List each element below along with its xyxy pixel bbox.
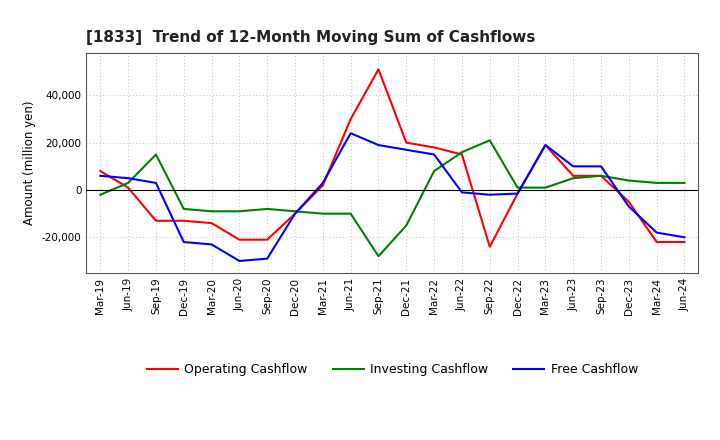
Free Cashflow: [680, 235, 689, 240]
Investing Cashflow: [263, 206, 271, 212]
Operating Cashflow: [263, 237, 271, 242]
Investing Cashflow: [680, 180, 689, 186]
Legend: Operating Cashflow, Investing Cashflow, Free Cashflow: Operating Cashflow, Investing Cashflow, …: [142, 358, 643, 381]
Investing Cashflow: [291, 209, 300, 214]
Operating Cashflow: [235, 237, 243, 242]
Investing Cashflow: [597, 173, 606, 179]
Line: Free Cashflow: Free Cashflow: [100, 133, 685, 261]
Free Cashflow: [346, 131, 355, 136]
Free Cashflow: [96, 173, 104, 179]
Free Cashflow: [458, 190, 467, 195]
Operating Cashflow: [513, 191, 522, 196]
Operating Cashflow: [624, 199, 633, 205]
Operating Cashflow: [680, 239, 689, 245]
Investing Cashflow: [485, 138, 494, 143]
Operating Cashflow: [291, 211, 300, 216]
Operating Cashflow: [346, 117, 355, 122]
Investing Cashflow: [402, 223, 410, 228]
Free Cashflow: [541, 143, 550, 148]
Free Cashflow: [291, 211, 300, 216]
Free Cashflow: [235, 258, 243, 264]
Operating Cashflow: [541, 143, 550, 148]
Operating Cashflow: [430, 145, 438, 150]
Investing Cashflow: [207, 209, 216, 214]
Operating Cashflow: [652, 239, 661, 245]
Investing Cashflow: [541, 185, 550, 190]
Investing Cashflow: [179, 206, 188, 212]
Free Cashflow: [179, 239, 188, 245]
Free Cashflow: [513, 191, 522, 196]
Operating Cashflow: [485, 244, 494, 249]
Investing Cashflow: [652, 180, 661, 186]
Investing Cashflow: [318, 211, 327, 216]
Free Cashflow: [152, 180, 161, 186]
Line: Operating Cashflow: Operating Cashflow: [100, 70, 685, 247]
Operating Cashflow: [458, 152, 467, 157]
Investing Cashflow: [624, 178, 633, 183]
Investing Cashflow: [124, 180, 132, 186]
Investing Cashflow: [513, 185, 522, 190]
Free Cashflow: [374, 143, 383, 148]
Line: Investing Cashflow: Investing Cashflow: [100, 140, 685, 256]
Operating Cashflow: [152, 218, 161, 224]
Free Cashflow: [402, 147, 410, 152]
Free Cashflow: [652, 230, 661, 235]
Investing Cashflow: [96, 192, 104, 198]
Free Cashflow: [569, 164, 577, 169]
Investing Cashflow: [569, 176, 577, 181]
Operating Cashflow: [96, 169, 104, 174]
Operating Cashflow: [179, 218, 188, 224]
Operating Cashflow: [318, 183, 327, 188]
Operating Cashflow: [597, 173, 606, 179]
Operating Cashflow: [207, 220, 216, 226]
Free Cashflow: [124, 176, 132, 181]
Free Cashflow: [207, 242, 216, 247]
Free Cashflow: [430, 152, 438, 157]
Investing Cashflow: [430, 169, 438, 174]
Free Cashflow: [624, 204, 633, 209]
Free Cashflow: [485, 192, 494, 198]
Operating Cashflow: [569, 173, 577, 179]
Operating Cashflow: [402, 140, 410, 145]
Free Cashflow: [318, 180, 327, 186]
Operating Cashflow: [124, 185, 132, 190]
Investing Cashflow: [346, 211, 355, 216]
Free Cashflow: [263, 256, 271, 261]
Text: [1833]  Trend of 12-Month Moving Sum of Cashflows: [1833] Trend of 12-Month Moving Sum of C…: [86, 29, 536, 45]
Investing Cashflow: [152, 152, 161, 157]
Investing Cashflow: [374, 253, 383, 259]
Operating Cashflow: [374, 67, 383, 72]
Y-axis label: Amount (million yen): Amount (million yen): [23, 101, 36, 225]
Investing Cashflow: [458, 150, 467, 155]
Investing Cashflow: [235, 209, 243, 214]
Free Cashflow: [597, 164, 606, 169]
